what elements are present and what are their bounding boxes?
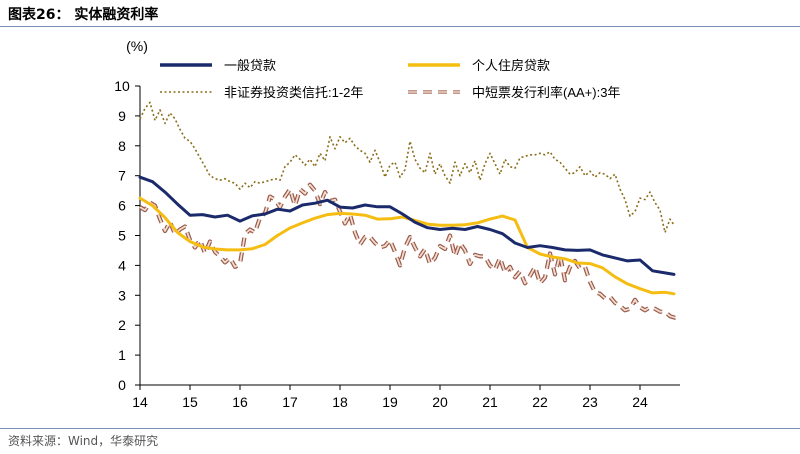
y-tick-label: 1 xyxy=(118,347,126,363)
series-line-mortgage xyxy=(138,196,676,296)
x-tick-label: 19 xyxy=(382,394,398,410)
x-tick-label: 21 xyxy=(482,394,498,410)
top-rule xyxy=(0,26,800,27)
legend: 一般贷款 个人住房贷款 非证券投资类信托:1-2年 中短票发行利率(AA+):3… xyxy=(160,58,620,100)
x-tick-label: 16 xyxy=(232,394,248,410)
x-tick-label: 23 xyxy=(582,394,598,410)
y-tick-label: 3 xyxy=(118,287,126,303)
series-line-trust xyxy=(139,101,675,234)
legend-label-mortgage: 个人住房贷款 xyxy=(472,58,550,73)
y-tick-label: 0 xyxy=(118,377,126,393)
legend-label-bond: 中短票发行利率(AA+):3年 xyxy=(472,85,620,100)
y-tick-label: 7 xyxy=(118,168,126,184)
legend-label-trust: 非证券投资类信托:1-2年 xyxy=(224,85,363,100)
y-tick-label: 8 xyxy=(118,138,126,154)
bottom-rule xyxy=(0,428,800,429)
y-tick-label: 5 xyxy=(118,228,126,244)
x-tick-label: 14 xyxy=(132,394,148,410)
source-note: 资料来源：Wind，华泰研究 xyxy=(8,434,159,448)
y-tick-label: 9 xyxy=(118,108,126,124)
series-layer xyxy=(138,101,681,320)
x-tick-label: 18 xyxy=(332,394,348,410)
y-axis-unit-label: (%) xyxy=(126,38,148,54)
y-tick-label: 6 xyxy=(118,198,126,214)
series-line-bond-outline xyxy=(138,182,681,320)
x-tick-label: 15 xyxy=(182,394,198,410)
y-tick-label: 10 xyxy=(114,78,130,94)
series-line-bond xyxy=(139,183,681,319)
series-line-loan xyxy=(138,175,676,276)
x-tick-label: 24 xyxy=(632,394,648,410)
x-tick-label: 20 xyxy=(432,394,448,410)
x-tick-label: 22 xyxy=(532,394,548,410)
figure-title: 图表26： 实体融资利率 xyxy=(8,7,159,23)
x-tick-label: 17 xyxy=(282,394,298,410)
y-tick-label: 4 xyxy=(118,257,126,273)
legend-label-loan: 一般贷款 xyxy=(224,58,276,73)
y-tick-label: 2 xyxy=(118,317,126,333)
